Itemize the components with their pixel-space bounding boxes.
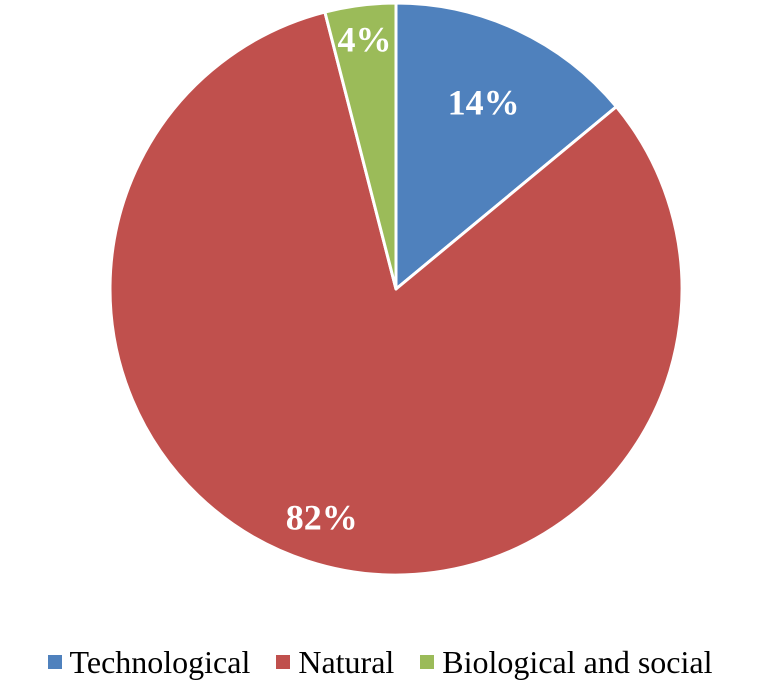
pie-slice-technological xyxy=(394,1,618,291)
legend-item-natural: Natural xyxy=(276,644,394,681)
legend-label-natural: Natural xyxy=(298,643,395,680)
legend-swatch-natural xyxy=(276,655,291,669)
pie-slices xyxy=(108,1,684,577)
legend-item-technological: Technological xyxy=(47,643,251,681)
legend-label-technological: Technological xyxy=(69,643,251,680)
legend: Technological Natural Biological and soc… xyxy=(0,636,760,688)
pie-labels: 14% 82% 4% xyxy=(286,19,520,537)
data-label-biological-and-social: 4% xyxy=(337,19,391,59)
pie-slice-biological-and-social xyxy=(323,1,398,291)
data-label-natural: 82% xyxy=(286,497,358,537)
data-label-technological: 14% xyxy=(448,83,520,123)
legend-label-biological-and-social: Biological and social xyxy=(442,643,713,680)
pie-chart: 14% 82% 4% xyxy=(108,1,684,577)
legend-swatch-technological xyxy=(47,655,62,669)
legend-item-biological-and-social: Biological and social xyxy=(420,644,712,681)
legend-swatch-biological-and-social xyxy=(420,655,435,669)
pie-slice-natural xyxy=(108,10,684,577)
